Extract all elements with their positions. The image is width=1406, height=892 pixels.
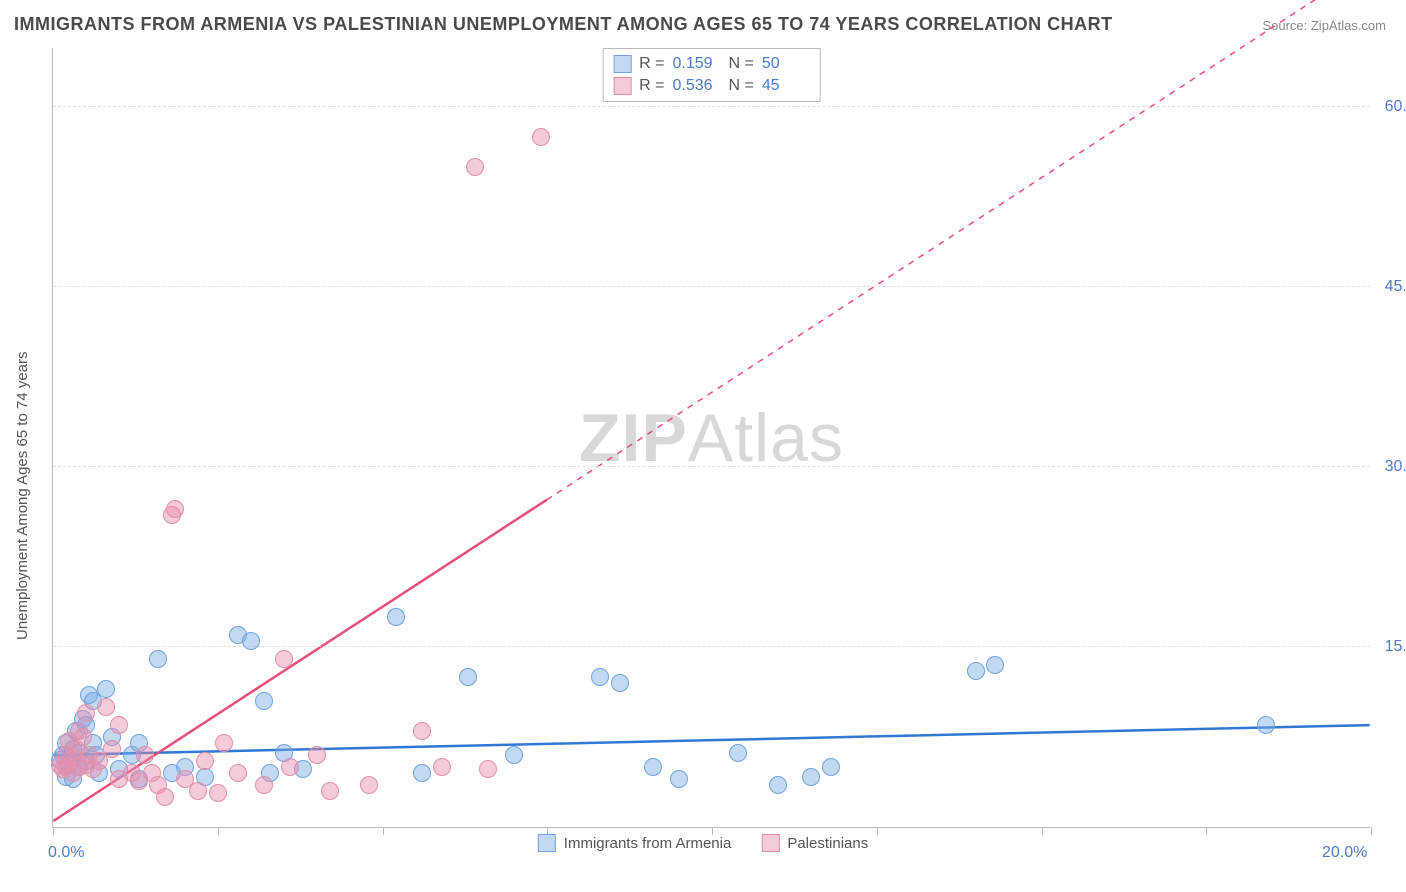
data-point	[479, 760, 497, 778]
r-label: R =	[639, 55, 664, 73]
data-point	[103, 740, 121, 758]
data-point	[275, 650, 293, 668]
y-tick-label: 45.0%	[1375, 278, 1406, 296]
data-point	[413, 764, 431, 782]
data-point	[229, 764, 247, 782]
n-label: N =	[729, 77, 754, 95]
x-tick	[1206, 827, 1207, 835]
x-tick	[1371, 827, 1372, 835]
gridline	[53, 466, 1370, 467]
data-point	[149, 650, 167, 668]
data-point	[967, 662, 985, 680]
data-point	[505, 746, 523, 764]
y-tick-label: 30.0%	[1375, 458, 1406, 476]
data-point	[97, 680, 115, 698]
swatch-series2	[613, 77, 631, 95]
data-point	[308, 746, 326, 764]
x-tick-label-max: 20.0%	[1322, 844, 1367, 862]
gridline	[53, 106, 1370, 107]
x-tick	[877, 827, 878, 835]
x-tick	[1042, 827, 1043, 835]
n-value-series2: 45	[762, 77, 810, 95]
n-value-series1: 50	[762, 55, 810, 73]
source-label: Source: ZipAtlas.com	[1262, 18, 1386, 33]
data-point	[466, 158, 484, 176]
data-point	[822, 758, 840, 776]
data-point	[986, 656, 1004, 674]
x-tick-label-min: 0.0%	[48, 844, 84, 862]
data-point	[215, 734, 233, 752]
data-point	[459, 668, 477, 686]
r-value-series2: 0.536	[673, 77, 721, 95]
x-tick	[218, 827, 219, 835]
watermark-bold: ZIP	[579, 400, 688, 476]
swatch-series1	[538, 834, 556, 852]
data-point	[802, 768, 820, 786]
data-point	[413, 722, 431, 740]
data-point	[1257, 716, 1275, 734]
data-point	[321, 782, 339, 800]
plot-area: ZIPAtlas R = 0.159 N = 50 R = 0.536 N = …	[52, 48, 1370, 828]
x-tick	[383, 827, 384, 835]
r-label: R =	[639, 77, 664, 95]
data-point	[281, 758, 299, 776]
data-point	[644, 758, 662, 776]
chart-title: IMMIGRANTS FROM ARMENIA VS PALESTINIAN U…	[14, 14, 1113, 35]
data-point	[242, 632, 260, 650]
legend-label-series2: Palestinians	[787, 835, 868, 852]
gridline	[53, 286, 1370, 287]
data-point	[670, 770, 688, 788]
data-point	[255, 692, 273, 710]
x-tick	[53, 827, 54, 835]
y-tick-label: 15.0%	[1375, 638, 1406, 656]
y-axis-title: Unemployment Among Ages 65 to 74 years	[14, 351, 31, 640]
trend-lines	[53, 48, 1370, 827]
data-point	[433, 758, 451, 776]
swatch-series1	[613, 55, 631, 73]
r-value-series1: 0.159	[673, 55, 721, 73]
legend-label-series1: Immigrants from Armenia	[564, 835, 732, 852]
data-point	[591, 668, 609, 686]
legend-item-series2: Palestinians	[761, 834, 868, 852]
swatch-series2	[761, 834, 779, 852]
data-point	[532, 128, 550, 146]
data-point	[360, 776, 378, 794]
data-point	[110, 716, 128, 734]
data-point	[156, 788, 174, 806]
n-label: N =	[729, 55, 754, 73]
data-point	[729, 744, 747, 762]
watermark: ZIPAtlas	[579, 399, 844, 477]
data-point	[387, 608, 405, 626]
data-point	[611, 674, 629, 692]
data-point	[209, 784, 227, 802]
data-point	[255, 776, 273, 794]
legend-row-series2: R = 0.536 N = 45	[613, 75, 810, 97]
data-point	[189, 782, 207, 800]
legend-row-series1: R = 0.159 N = 50	[613, 53, 810, 75]
watermark-light: Atlas	[688, 400, 844, 476]
data-point	[97, 698, 115, 716]
source-value: ZipAtlas.com	[1311, 18, 1386, 33]
source-prefix: Source:	[1262, 18, 1310, 33]
legend-item-series1: Immigrants from Armenia	[538, 834, 732, 852]
data-point	[196, 752, 214, 770]
data-point	[769, 776, 787, 794]
data-point	[77, 704, 95, 722]
data-point	[166, 500, 184, 518]
legend-bottom: Immigrants from Armenia Palestinians	[538, 834, 868, 852]
y-tick-label: 60.0%	[1375, 98, 1406, 116]
legend-correlation-box: R = 0.159 N = 50 R = 0.536 N = 45	[602, 48, 821, 102]
data-point	[74, 728, 92, 746]
data-point	[136, 746, 154, 764]
